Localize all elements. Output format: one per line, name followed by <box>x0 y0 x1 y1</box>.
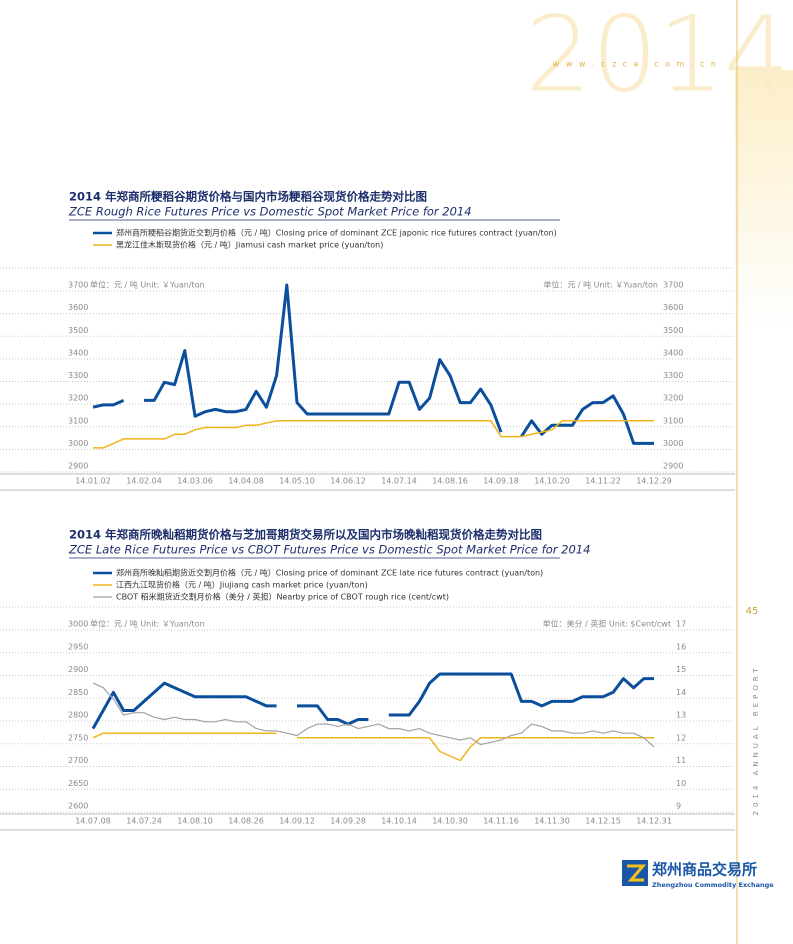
x-tick-label: 14.09.28 <box>330 817 366 826</box>
decor <box>735 70 793 330</box>
series-line <box>91 672 654 730</box>
y2-tick-label: 11 <box>676 756 686 765</box>
y-tick-label: 3100 <box>68 416 88 425</box>
x-tick-label: 14.10.14 <box>381 817 417 826</box>
x-tick-label: 14.09.18 <box>483 477 519 486</box>
y2-tick-label: 12 <box>676 733 686 742</box>
x-tick-label: 14.05.10 <box>279 477 315 486</box>
x-tick-label: 14.08.16 <box>432 477 468 486</box>
y2-tick-label: 3200 <box>663 394 683 403</box>
website: w w w . c z c e . c o m . c n <box>553 60 718 69</box>
x-tick-label: 14.12.31 <box>636 817 672 826</box>
x-tick-label: 14.07.08 <box>75 817 111 826</box>
y-unit-label: 单位：元 / 吨 Unit: ￥Yuan/ton <box>90 280 205 290</box>
chart-title: 2014 年郑商所晚籼稻期货价格与芝加哥期货交易所以及国内市场晚籼稻现货价格走势… <box>69 528 542 542</box>
y-unit-label: 单位：元 / 吨 Unit: ￥Yuan/ton <box>90 619 205 629</box>
series-line <box>92 283 654 445</box>
x-tick-label: 14.01.02 <box>75 477 111 486</box>
x-tick-label: 14.12.15 <box>585 817 621 826</box>
series-line <box>92 682 655 748</box>
y2-tick-label: 13 <box>676 711 686 720</box>
x-tick-label: 14.07.24 <box>126 817 162 826</box>
y-tick-label: 3600 <box>68 303 88 312</box>
year: 2014 <box>525 0 790 115</box>
logo-z <box>627 864 647 882</box>
y-tick-label: 3000 <box>68 439 88 448</box>
x-tick-label: 14.12.29 <box>636 477 672 486</box>
y-tick-label: 2650 <box>68 779 88 788</box>
y-tick-label: 2800 <box>68 711 88 720</box>
series-line <box>92 732 654 762</box>
y-tick-label: 2950 <box>68 642 88 651</box>
y2-unit-label: 单位：美分 / 英担 Unit: $Cent/cwt <box>543 619 671 629</box>
y2-unit-label: 单位：元 / 吨 Unit: ￥Yuan/ton <box>543 280 658 290</box>
y-tick-label: 2750 <box>68 733 88 742</box>
y-tick-label: 3700 <box>68 281 88 290</box>
y2-tick-label: 17 <box>676 620 686 629</box>
y-tick-label: 3000 <box>68 620 88 629</box>
legend-label: 郑州商所粳稻谷期货近交割月价格（元 / 吨）Closing price of d… <box>116 228 557 238</box>
x-tick-label: 14.08.26 <box>228 817 264 826</box>
y2-tick-label: 3600 <box>663 303 683 312</box>
y2-tick-label: 10 <box>676 779 686 788</box>
x-tick-label: 14.02.04 <box>126 477 162 486</box>
y2-tick-label: 3400 <box>663 348 683 357</box>
report-label: 2014 ANNUAL REPORT <box>752 665 760 816</box>
x-tick-label: 14.11.30 <box>534 817 570 826</box>
x-tick-label: 14.04.08 <box>228 477 264 486</box>
y-tick-label: 2850 <box>68 688 88 697</box>
y2-tick-label: 9 <box>676 802 681 811</box>
series-line <box>93 420 654 449</box>
legend-label: 郑州商所晚籼稻期货近交割月价格（元 / 吨）Closing price of d… <box>116 568 543 578</box>
page-number: 45 <box>746 606 759 617</box>
x-tick-label: 14.06.12 <box>330 477 366 486</box>
x-tick-label: 14.10.20 <box>534 477 570 486</box>
x-tick-label: 14.11.22 <box>585 477 621 486</box>
logo-cn: 郑州商品交易所 <box>652 861 757 879</box>
y2-tick-label: 14 <box>676 688 686 697</box>
y2-tick-label: 3000 <box>663 439 683 448</box>
logo-mark <box>622 860 648 886</box>
y2-tick-label: 16 <box>676 642 686 651</box>
y-tick-label: 2900 <box>68 462 88 471</box>
y-tick-label: 3500 <box>68 326 88 335</box>
legend-label: 黑龙江佳木斯现货价格（元 / 吨）Jiamusi cash market pri… <box>116 240 383 250</box>
y2-tick-label: 2900 <box>663 462 683 471</box>
x-tick-label: 14.09.12 <box>279 817 315 826</box>
legend-label: CBOT 稻米期货近交割月价格（美分 / 英担）Nearby price of … <box>116 592 449 602</box>
logo-en: Zhengzhou Commodity Exchange <box>652 881 774 889</box>
y2-tick-label: 15 <box>676 665 686 674</box>
chart-subtitle: ZCE Late Rice Futures Price vs CBOT Futu… <box>68 543 590 557</box>
x-tick-label: 14.07.14 <box>381 477 417 486</box>
y-tick-label: 3300 <box>68 371 88 380</box>
y-tick-label: 3400 <box>68 348 88 357</box>
y-tick-label: 3200 <box>68 394 88 403</box>
legend-label: 江西九江现货价格（元 / 吨）Jiujiang cash market pric… <box>116 580 368 590</box>
x-tick-label: 14.11.16 <box>483 817 519 826</box>
chart-subtitle: ZCE Rough Rice Futures Price vs Domestic… <box>68 205 472 219</box>
y2-tick-label: 3700 <box>663 281 683 290</box>
y-tick-label: 2600 <box>68 802 88 811</box>
chart-title: 2014 年郑商所粳稻谷期货价格与国内市场粳稻谷现货价格走势对比图 <box>69 190 427 204</box>
y-tick-label: 2900 <box>68 665 88 674</box>
x-tick-label: 14.08.10 <box>177 817 213 826</box>
y2-tick-label: 3500 <box>663 326 683 335</box>
y2-tick-label: 3100 <box>663 416 683 425</box>
x-tick-label: 14.03.06 <box>177 477 213 486</box>
y2-tick-label: 3300 <box>663 371 683 380</box>
y-tick-label: 2700 <box>68 756 88 765</box>
x-tick-label: 14.10.30 <box>432 817 468 826</box>
